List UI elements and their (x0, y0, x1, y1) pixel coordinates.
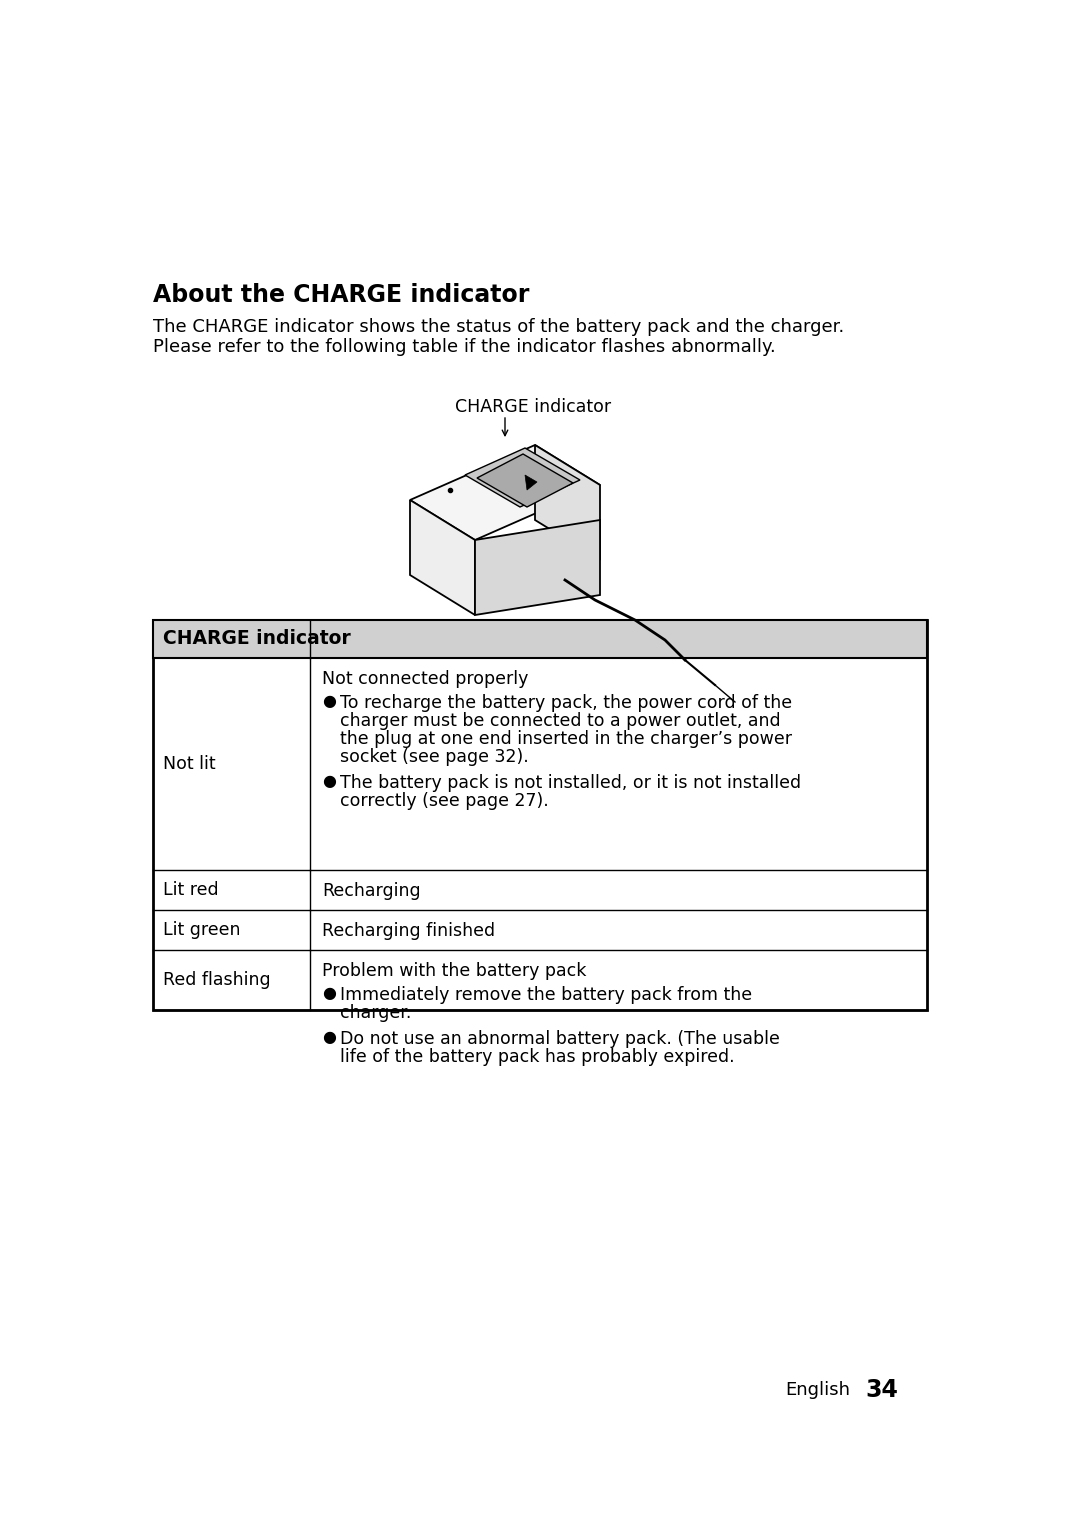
Text: To recharge the battery pack, the power cord of the: To recharge the battery pack, the power … (340, 694, 792, 713)
Text: CHARGE indicator: CHARGE indicator (455, 398, 611, 416)
Text: ●: ● (322, 694, 336, 709)
Text: Recharging: Recharging (322, 882, 420, 901)
Text: correctly (see page 27).: correctly (see page 27). (340, 792, 549, 810)
Polygon shape (525, 476, 537, 489)
Bar (153, 619, 927, 1011)
Polygon shape (475, 520, 600, 615)
Text: ●: ● (322, 774, 336, 789)
Polygon shape (410, 500, 475, 615)
Text: Not connected properly: Not connected properly (322, 670, 528, 688)
Polygon shape (465, 448, 580, 508)
Text: ●: ● (322, 986, 336, 1001)
Polygon shape (410, 445, 600, 540)
Text: The CHARGE indicator shows the status of the battery pack and the charger.: The CHARGE indicator shows the status of… (153, 318, 845, 336)
Text: The battery pack is not installed, or it is not installed: The battery pack is not installed, or it… (340, 774, 801, 792)
Text: charger must be connected to a power outlet, and: charger must be connected to a power out… (340, 713, 781, 729)
Text: Please refer to the following table if the indicator flashes abnormally.: Please refer to the following table if t… (153, 338, 775, 356)
Bar (153, 619, 927, 657)
Text: English: English (785, 1381, 850, 1399)
Text: Recharging finished: Recharging finished (322, 922, 495, 940)
Text: Red flashing: Red flashing (163, 971, 271, 989)
Text: life of the battery pack has probably expired.: life of the battery pack has probably ex… (340, 1047, 734, 1066)
Text: the plug at one end inserted in the charger’s power: the plug at one end inserted in the char… (340, 729, 792, 748)
Text: Lit red: Lit red (163, 881, 218, 899)
Text: Problem with the battery pack: Problem with the battery pack (322, 962, 586, 980)
Text: Immediately remove the battery pack from the: Immediately remove the battery pack from… (340, 986, 752, 1005)
Text: Lit green: Lit green (163, 920, 241, 939)
Polygon shape (535, 445, 600, 560)
Text: Do not use an abnormal battery pack. (The usable: Do not use an abnormal battery pack. (Th… (340, 1031, 780, 1047)
Text: 34: 34 (865, 1378, 897, 1402)
Text: ●: ● (322, 1031, 336, 1044)
Text: CHARGE indicator: CHARGE indicator (163, 630, 351, 648)
Polygon shape (477, 454, 573, 508)
Text: charger.: charger. (340, 1005, 411, 1021)
Text: Not lit: Not lit (163, 755, 216, 774)
Text: About the CHARGE indicator: About the CHARGE indicator (153, 283, 529, 307)
Text: socket (see page 32).: socket (see page 32). (340, 748, 529, 766)
